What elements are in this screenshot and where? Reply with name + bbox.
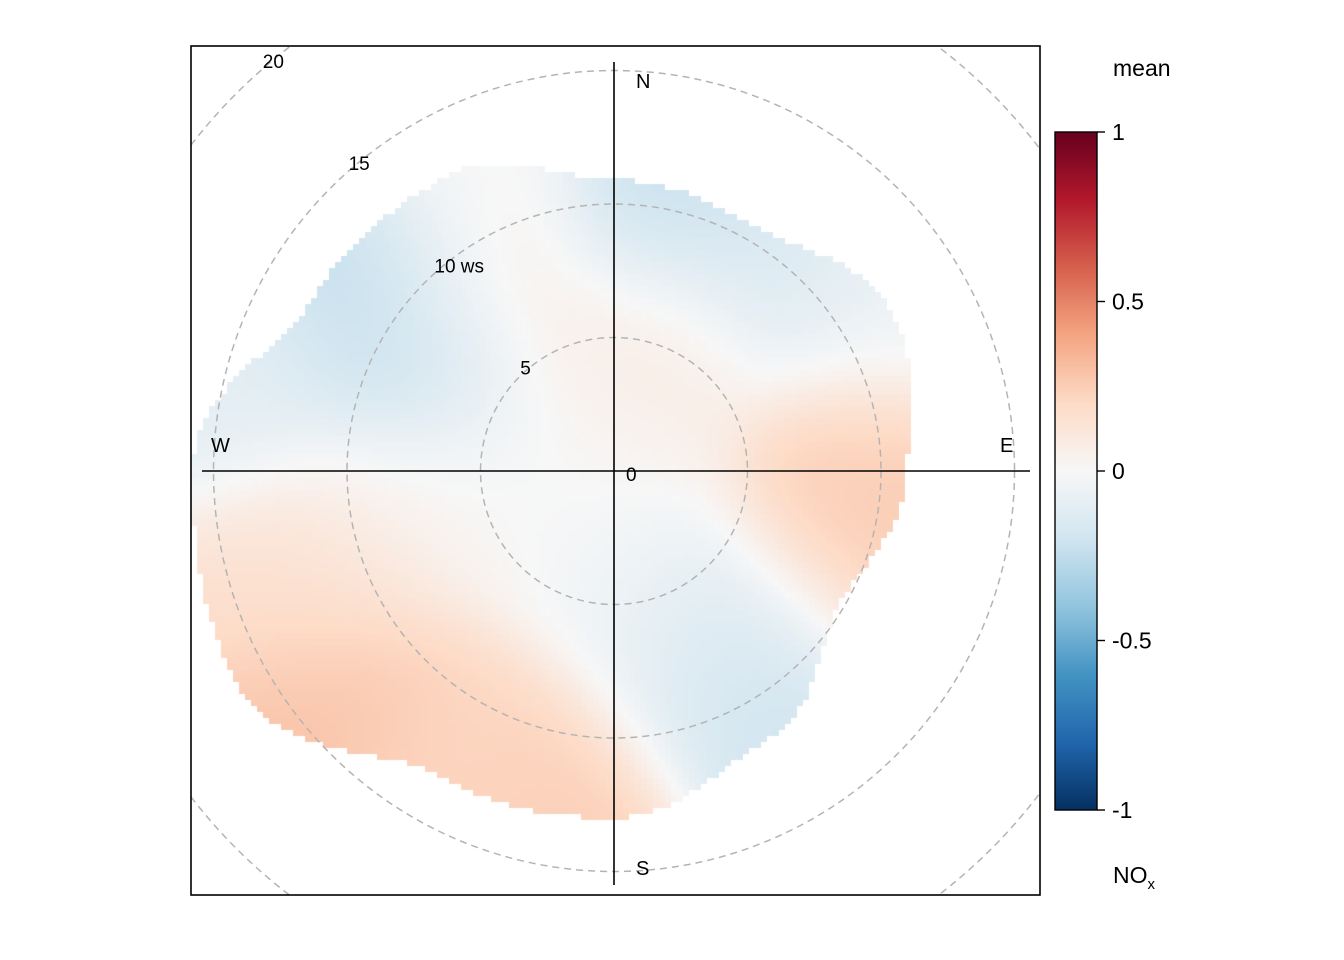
ring-label: 5	[520, 359, 531, 380]
colorbar-tick-label: 0.5	[1112, 289, 1144, 315]
pollutant-subscript: x	[1148, 876, 1156, 893]
pollutant-label: NOx	[1113, 862, 1156, 893]
colorbar-tick-label: 0	[1112, 458, 1125, 484]
ring-label: 20	[263, 52, 284, 73]
direction-label-south: S	[636, 858, 649, 880]
colorbar-tick-label: -0.5	[1112, 628, 1152, 654]
pollutant-main: NO	[1113, 862, 1148, 888]
ring-label: 15	[349, 154, 370, 175]
center-label: 0	[626, 465, 637, 486]
direction-label-west: W	[211, 435, 230, 457]
colorbar-tick-label: 1	[1112, 119, 1125, 145]
colorbar-tick-label: -1	[1112, 797, 1132, 823]
direction-label-north: N	[636, 71, 650, 93]
colorbar-title: mean	[1113, 55, 1171, 81]
colorbar-ticks: 1 0.5 0 -0.5 -1	[1097, 119, 1152, 823]
ring-label: 10 ws	[434, 256, 484, 277]
direction-label-east: E	[1000, 435, 1013, 457]
colorbar-bar	[1054, 131, 1098, 811]
plot-border	[190, 45, 1041, 896]
colorbar: mean 1 0.5 0 -0.5 -1 NOx	[1054, 55, 1171, 893]
ring-labels: 5 10 ws 15 20	[263, 52, 531, 380]
